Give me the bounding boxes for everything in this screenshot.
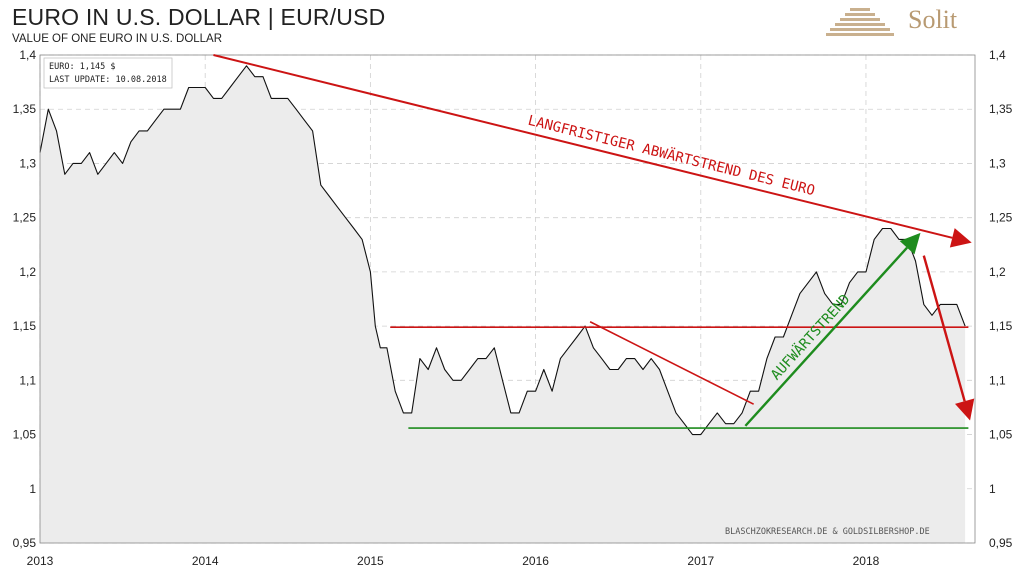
uptrend-arrow-shaft bbox=[744, 246, 908, 427]
y-tick-label-left: 0,95 bbox=[13, 536, 37, 550]
y-tick-label-left: 1,4 bbox=[19, 48, 36, 62]
x-tick-label: 2016 bbox=[522, 554, 549, 568]
chart-title: EURO IN U.S. DOLLAR | EUR/USD bbox=[12, 4, 386, 30]
uptrend-arrow-head bbox=[899, 232, 921, 255]
y-tick-label-left: 1,25 bbox=[13, 211, 37, 225]
y-tick-label-left: 1,15 bbox=[13, 319, 37, 333]
long-term-downtrend-arrow-shaft bbox=[213, 54, 953, 239]
info-last-update: LAST UPDATE: 10.08.2018 bbox=[49, 75, 167, 85]
y-tick-label-left: 1,05 bbox=[13, 428, 37, 442]
x-tick-label: 2013 bbox=[27, 554, 54, 568]
y-tick-label-right: 1,15 bbox=[989, 319, 1013, 333]
price-area-fill bbox=[40, 65, 966, 544]
solit-logo-icon bbox=[826, 8, 894, 36]
y-axis-left: 0,95 1 1,05 1,1 1,15 1,2 1,25 1,3 1,35 1,4 bbox=[13, 48, 37, 550]
y-tick-label-right: 1,35 bbox=[989, 102, 1013, 116]
x-tick-label: 2017 bbox=[687, 554, 714, 568]
y-axis-right: 0,95 1 1,05 1,1 1,15 1,2 1,25 1,3 1,35 1,4 bbox=[989, 48, 1013, 550]
y-tick-label-left: 1 bbox=[29, 482, 36, 496]
long-term-downtrend-arrow-head bbox=[949, 228, 972, 248]
y-tick-label-left: 1,35 bbox=[13, 102, 37, 116]
chart-subtitle: VALUE OF ONE EURO IN U.S. DOLLAR bbox=[12, 33, 223, 45]
downtrend-label: LANGFRISTIGER ABWÄRTSTREND DES EURO bbox=[526, 111, 817, 199]
y-tick-label-right: 1,05 bbox=[989, 428, 1013, 442]
info-current-value: EURO: 1,145 $ bbox=[49, 62, 116, 72]
x-tick-label: 2018 bbox=[853, 554, 880, 568]
x-tick-label: 2015 bbox=[357, 554, 384, 568]
y-tick-label-left: 1,1 bbox=[19, 373, 36, 387]
drop-arrow-shaft bbox=[922, 255, 966, 402]
y-tick-label-right: 1,2 bbox=[989, 265, 1006, 279]
y-tick-label-left: 1,3 bbox=[19, 156, 36, 170]
y-tick-label-left: 1,2 bbox=[19, 265, 36, 279]
info-box-frame bbox=[43, 57, 173, 89]
drop-arrow-head bbox=[955, 398, 975, 421]
trend-lines bbox=[390, 321, 969, 429]
y-tick-label-right: 0,95 bbox=[989, 536, 1013, 550]
y-tick-label-right: 1,1 bbox=[989, 373, 1006, 387]
y-tick-label-right: 1 bbox=[989, 482, 996, 496]
eurusd-price-line bbox=[39, 65, 966, 436]
brand-name: Solit bbox=[908, 5, 958, 34]
credit-text: BLASCHZOKRESEARCH.DE & GOLDSILBERSHOP.DE bbox=[725, 527, 930, 537]
x-axis: 2013 2014 2015 2016 2017 2018 bbox=[27, 554, 880, 568]
plot-frame bbox=[39, 54, 976, 544]
x-tick-label: 2014 bbox=[192, 554, 219, 568]
y-tick-label-right: 1,4 bbox=[989, 48, 1006, 62]
info-box: EURO: 1,145 $ LAST UPDATE: 10.08.2018 bbox=[43, 57, 173, 89]
y-tick-label-right: 1,3 bbox=[989, 156, 1006, 170]
trend-segment-line bbox=[589, 321, 754, 405]
y-tick-label-right: 1,25 bbox=[989, 211, 1013, 225]
